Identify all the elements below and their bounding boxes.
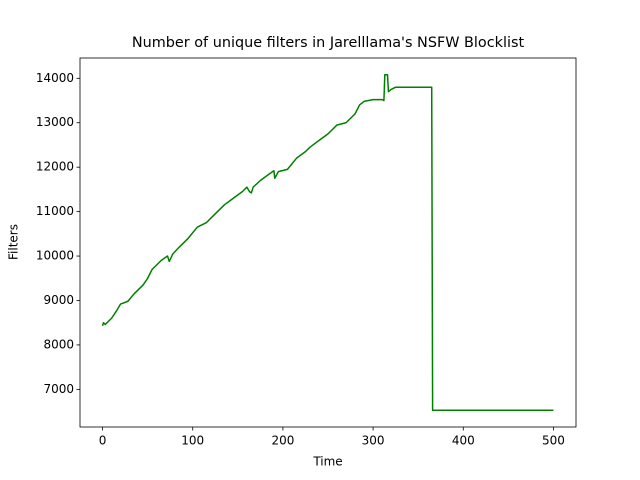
x-axis-label: Time: [312, 455, 342, 469]
x-tick-label: 500: [542, 434, 565, 448]
y-tick-label: 11000: [36, 204, 74, 218]
chart-title: Number of unique filters in Jarelllama's…: [132, 35, 525, 51]
x-tick-label: 0: [99, 434, 107, 448]
y-tick-label: 12000: [36, 160, 74, 174]
y-tick-label: 9000: [43, 293, 74, 307]
y-tick-label: 10000: [36, 249, 74, 263]
data-line: [101, 74, 554, 411]
plot-frame: [79, 57, 577, 428]
x-tick-label: 400: [452, 434, 475, 448]
y-tick-label: 13000: [36, 115, 74, 129]
y-tick-label: 7000: [43, 382, 74, 396]
x-tick-label: 100: [181, 434, 204, 448]
y-tick-label: 14000: [36, 71, 74, 85]
x-tick-label: 300: [362, 434, 385, 448]
y-axis-label: Filters: [7, 224, 21, 260]
x-tick-label: 200: [271, 434, 294, 448]
y-tick-label: 8000: [43, 337, 74, 351]
